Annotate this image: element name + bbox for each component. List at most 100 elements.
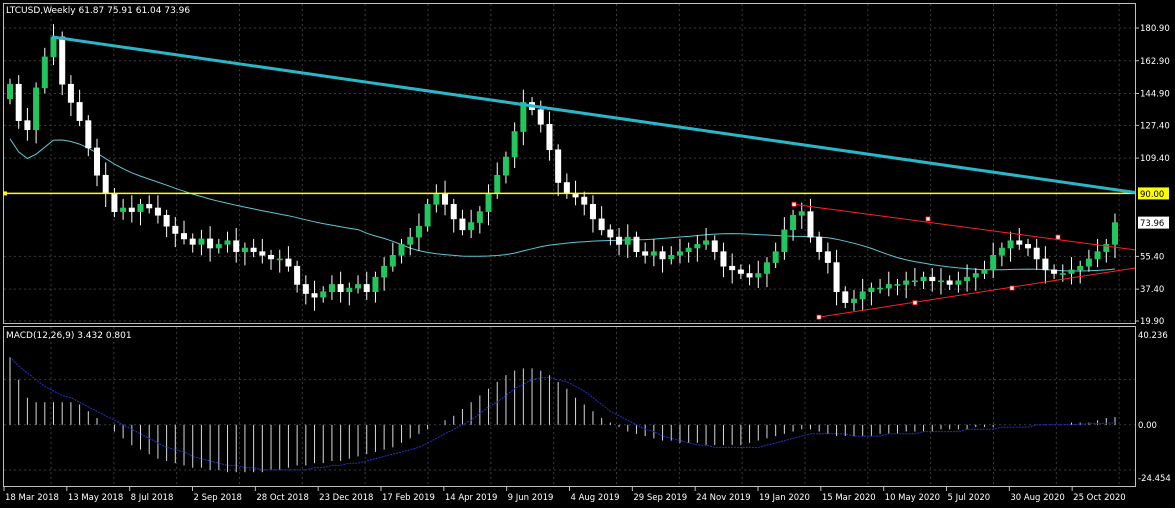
candle bbox=[781, 217, 788, 260]
macd-tick-label: -24.454 bbox=[1138, 474, 1171, 484]
price-tick-label: 19.90 bbox=[1140, 317, 1164, 327]
candle-body bbox=[668, 255, 675, 260]
candle-body bbox=[502, 156, 509, 176]
price-panel-frame bbox=[3, 3, 1136, 324]
candle-body bbox=[320, 291, 327, 298]
candle-body bbox=[850, 298, 857, 303]
time-tick-label: 8 Jul 2018 bbox=[131, 493, 174, 503]
candle-body bbox=[24, 120, 31, 131]
candle bbox=[276, 249, 283, 273]
candle-body bbox=[842, 291, 849, 303]
candle-body bbox=[824, 251, 831, 263]
time-tick-label: 30 Aug 2020 bbox=[1010, 493, 1064, 503]
time-tick-label: 2 Sep 2018 bbox=[194, 493, 242, 503]
price-tick-label: 162.90 bbox=[1140, 57, 1170, 67]
candle bbox=[398, 238, 405, 264]
candle-body bbox=[41, 56, 48, 89]
candle-body bbox=[15, 83, 22, 121]
current-price-box bbox=[1138, 216, 1169, 229]
candle-body bbox=[624, 236, 631, 245]
candle bbox=[929, 268, 936, 292]
time-tick-label: 28 Oct 2018 bbox=[256, 493, 309, 503]
candle bbox=[241, 242, 248, 266]
candle bbox=[650, 238, 657, 267]
descending-trendline bbox=[51, 35, 1136, 195]
candle bbox=[720, 242, 727, 278]
candle-body bbox=[877, 287, 884, 290]
candle-body bbox=[302, 284, 309, 294]
candle-body bbox=[990, 255, 997, 271]
level-price-box bbox=[1138, 187, 1169, 200]
candle-body bbox=[790, 214, 797, 231]
candle-body bbox=[781, 229, 788, 252]
candle bbox=[459, 209, 466, 236]
candle-body bbox=[868, 287, 875, 292]
candle-body bbox=[494, 174, 501, 194]
candle bbox=[207, 226, 214, 262]
candle-body bbox=[407, 236, 414, 245]
candle-body bbox=[798, 211, 805, 216]
candle-body bbox=[7, 83, 13, 100]
candle-body bbox=[772, 251, 779, 263]
candle bbox=[250, 238, 257, 258]
candle bbox=[94, 138, 101, 187]
candle bbox=[1112, 213, 1118, 259]
candle bbox=[624, 224, 631, 259]
candle-body bbox=[1033, 247, 1040, 260]
candle bbox=[415, 213, 422, 251]
candle-body bbox=[250, 247, 257, 252]
macd-axis: 40.236 0.00 -24.454 bbox=[1138, 331, 1171, 484]
candle bbox=[346, 282, 353, 306]
candle bbox=[903, 271, 910, 299]
candle bbox=[746, 264, 753, 286]
price-axis: 180.90 162.90 144.90 127.40 109.40 90.00 73.96… bbox=[1135, 24, 1170, 327]
time-tick-label: 9 Jun 2019 bbox=[508, 493, 554, 503]
candle-body bbox=[546, 123, 553, 151]
candle bbox=[946, 275, 953, 290]
candle bbox=[598, 206, 605, 236]
candle bbox=[920, 271, 927, 289]
candle-body bbox=[694, 244, 701, 249]
candle bbox=[302, 275, 309, 305]
candle-body bbox=[1016, 240, 1023, 245]
candle-body bbox=[363, 284, 370, 293]
triangle-anchor bbox=[925, 216, 931, 222]
candle-body bbox=[1112, 222, 1118, 245]
candle-body bbox=[511, 131, 518, 158]
candle bbox=[763, 257, 770, 288]
candle bbox=[389, 242, 396, 272]
candle bbox=[694, 235, 701, 262]
candle-body bbox=[903, 280, 910, 285]
price-tick-label: 109.40 bbox=[1140, 154, 1170, 164]
moving-average-line bbox=[9, 138, 1116, 272]
candle-body bbox=[85, 120, 92, 149]
candle bbox=[1016, 228, 1023, 250]
candle bbox=[407, 228, 414, 256]
candle-body bbox=[520, 102, 527, 132]
candle-body bbox=[459, 218, 466, 231]
candle-body bbox=[181, 233, 188, 240]
time-tick-label: 25 Oct 2020 bbox=[1073, 493, 1126, 503]
candle-body bbox=[911, 280, 918, 283]
time-tick-label: 10 May 2020 bbox=[885, 493, 940, 503]
candle bbox=[285, 246, 292, 272]
candle-body bbox=[1085, 258, 1092, 267]
candle bbox=[911, 268, 918, 287]
candle-body bbox=[137, 204, 144, 212]
candle bbox=[15, 75, 22, 129]
candle bbox=[772, 242, 779, 269]
candle-body bbox=[1068, 269, 1075, 274]
time-tick-label: 18 Mar 2018 bbox=[5, 493, 59, 503]
candle bbox=[581, 191, 588, 216]
candle-body bbox=[120, 207, 127, 212]
macd-tick-label: 0.00 bbox=[1138, 421, 1157, 431]
candle bbox=[877, 278, 884, 294]
candle-body bbox=[268, 255, 275, 260]
candle-body bbox=[198, 238, 205, 245]
candle-body bbox=[468, 222, 475, 231]
candle-body bbox=[102, 174, 109, 194]
candle-body bbox=[328, 284, 335, 293]
candle bbox=[476, 206, 483, 234]
candle bbox=[268, 249, 275, 270]
macd-tick-label: 40.236 bbox=[1138, 331, 1168, 341]
